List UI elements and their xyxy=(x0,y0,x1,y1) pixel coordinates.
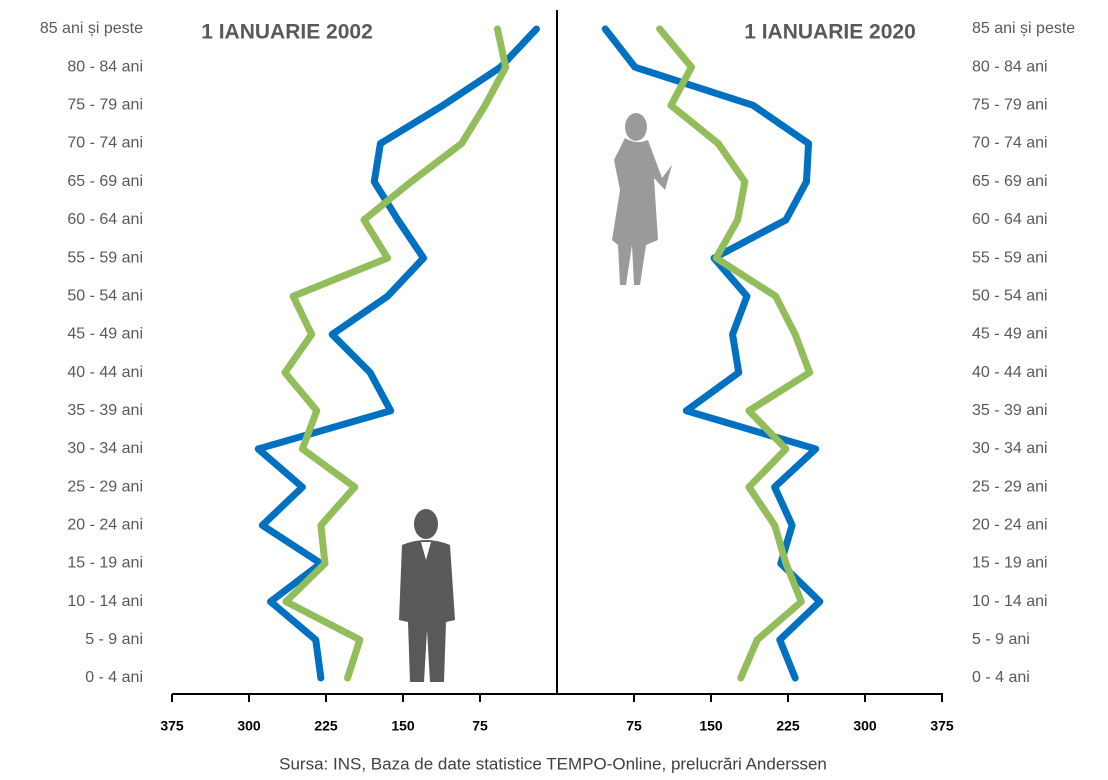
y-label-right: 80 - 84 ani xyxy=(972,58,1048,75)
x-tick-label: 150 xyxy=(391,718,415,734)
x-tick-label: 375 xyxy=(930,718,954,734)
x-tick-label: 300 xyxy=(853,718,877,734)
y-label-left: 80 - 84 ani xyxy=(67,58,143,75)
y-label-left: 40 - 44 ani xyxy=(67,364,143,381)
y-label-right: 50 - 54 ani xyxy=(972,287,1048,304)
x-tick-label: 150 xyxy=(699,718,723,734)
right-title: 1 IANUARIE 2020 xyxy=(744,21,916,44)
y-label-left: 45 - 49 ani xyxy=(67,326,143,343)
y-label-left: 70 - 74 ani xyxy=(67,135,143,152)
left-title: 1 IANUARIE 2002 xyxy=(201,21,373,44)
y-label-right: 15 - 19 ani xyxy=(972,555,1048,572)
man-icon xyxy=(399,509,455,682)
y-label-left: 60 - 64 ani xyxy=(67,211,143,228)
y-label-right: 45 - 49 ani xyxy=(972,326,1048,343)
y-label-right: 10 - 14 ani xyxy=(972,593,1048,610)
y-label-right: 40 - 44 ani xyxy=(972,364,1048,381)
y-label-left: 85 ani și peste xyxy=(40,20,143,37)
y-label-left: 30 - 34 ani xyxy=(67,440,143,457)
y-label-right: 5 - 9 ani xyxy=(972,631,1030,648)
y-label-right: 65 - 69 ani xyxy=(972,173,1048,190)
series-line xyxy=(281,25,510,682)
y-label-left: 15 - 19 ani xyxy=(67,555,143,572)
y-label-right: 35 - 39 ani xyxy=(972,402,1048,419)
y-label-left: 10 - 14 ani xyxy=(67,593,143,610)
y-label-right: 20 - 24 ani xyxy=(972,517,1048,534)
x-tick-label: 375 xyxy=(160,718,184,734)
y-label-right: 60 - 64 ani xyxy=(972,211,1048,228)
y-label-left: 35 - 39 ani xyxy=(67,402,143,419)
y-label-right: 85 ani și peste xyxy=(972,20,1075,37)
y-label-left: 75 - 79 ani xyxy=(67,97,143,114)
woman-icon xyxy=(612,113,672,285)
y-label-left: 0 - 4 ani xyxy=(85,669,143,686)
y-label-left: 25 - 29 ani xyxy=(67,478,143,495)
y-label-right: 0 - 4 ani xyxy=(972,669,1030,686)
y-label-left: 55 - 59 ani xyxy=(67,249,143,266)
y-label-right: 75 - 79 ani xyxy=(972,97,1048,114)
y-label-left: 65 - 69 ani xyxy=(67,173,143,190)
y-label-right: 55 - 59 ani xyxy=(972,249,1048,266)
series-line xyxy=(656,25,814,682)
x-tick-label: 225 xyxy=(314,718,338,734)
y-label-left: 50 - 54 ani xyxy=(67,287,143,304)
y-label-right: 30 - 34 ani xyxy=(972,440,1048,457)
x-tick-label: 225 xyxy=(776,718,800,734)
series-line xyxy=(254,25,540,682)
y-label-left: 20 - 24 ani xyxy=(67,517,143,534)
y-label-right: 25 - 29 ani xyxy=(972,478,1048,495)
x-tick-label: 75 xyxy=(472,718,488,734)
y-label-left: 5 - 9 ani xyxy=(85,631,143,648)
x-tick-label: 300 xyxy=(237,718,261,734)
source-note: Sursa: INS, Baza de date statistice TEMP… xyxy=(279,754,827,773)
y-label-right: 70 - 74 ani xyxy=(972,135,1048,152)
x-tick-label: 75 xyxy=(626,718,642,734)
